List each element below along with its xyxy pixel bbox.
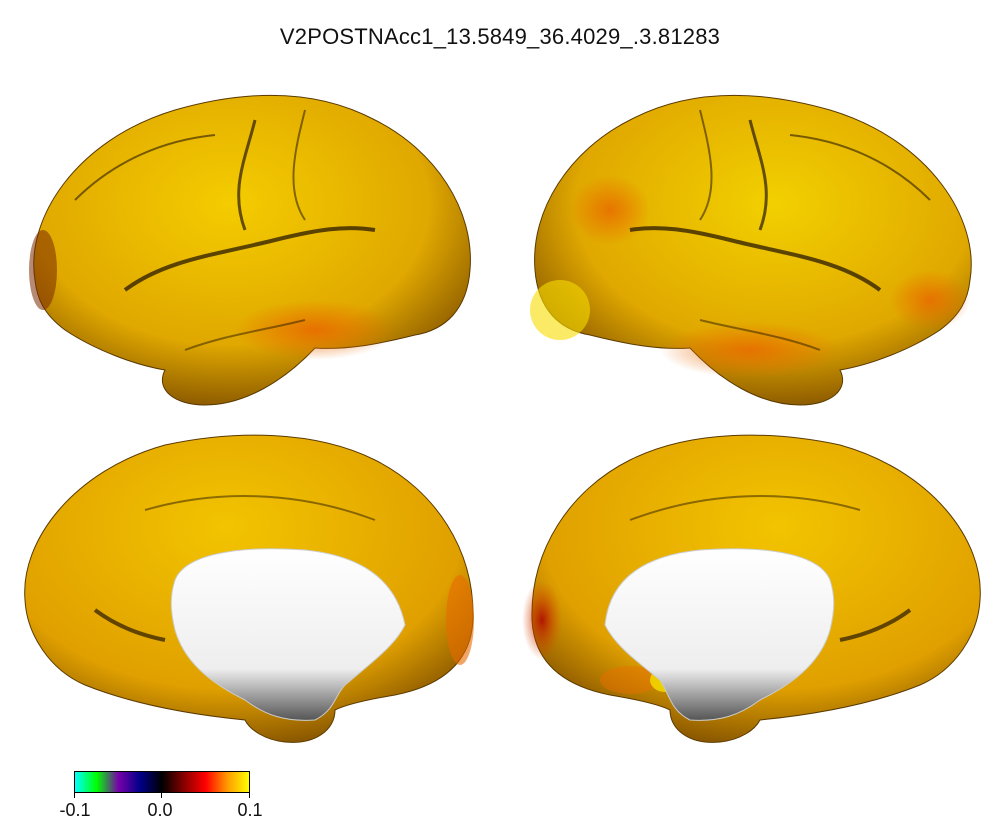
left-lateral-brain-view <box>15 80 485 410</box>
colorbar-ticks: -0.1 0.0 0.1 <box>40 800 300 824</box>
colorbar-mid-label: 0.0 <box>147 800 172 821</box>
figure-title: V2POSTNAcc1_13.5849_36.4029_.3.81283 <box>0 24 1000 50</box>
colorbar <box>74 771 250 793</box>
left-medial-brain-view <box>15 430 485 750</box>
right-lateral-brain-view <box>520 80 990 410</box>
right-medial-brain-view <box>520 430 990 750</box>
colorbar-min-label: -0.1 <box>59 800 90 821</box>
colorbar-max-label: 0.1 <box>237 800 262 821</box>
colorbar-tick-max-mark <box>249 792 250 798</box>
colorbar-tick-mid-mark <box>161 792 162 798</box>
colorbar-tick-min-mark <box>74 792 75 798</box>
colorbar-gradient <box>75 772 249 792</box>
